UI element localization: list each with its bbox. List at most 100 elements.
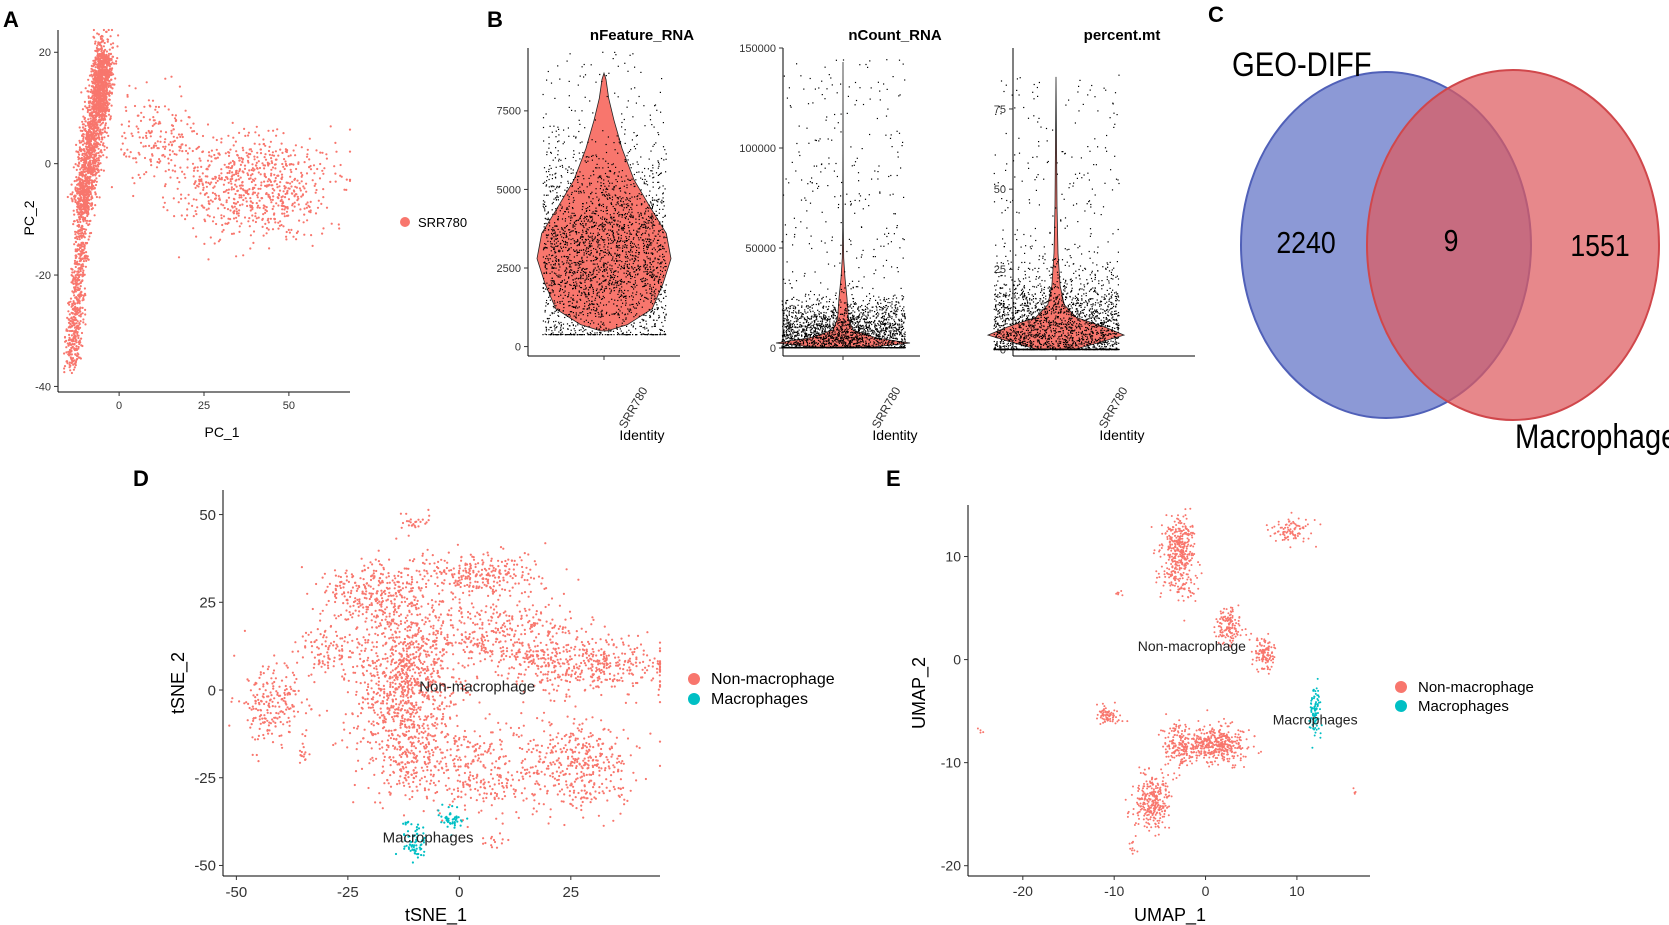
point [79, 243, 83, 246]
point [73, 288, 77, 292]
point [153, 175, 156, 178]
point [660, 281, 662, 284]
point [256, 167, 259, 170]
point [102, 52, 105, 55]
point [152, 146, 155, 149]
point [72, 223, 75, 226]
point [317, 199, 320, 202]
point [601, 323, 604, 325]
point [76, 332, 79, 335]
point [586, 186, 588, 188]
point [647, 245, 649, 247]
point [80, 190, 83, 193]
point [184, 176, 187, 179]
point [276, 128, 279, 131]
point [606, 266, 608, 268]
point [74, 265, 77, 269]
point [658, 231, 660, 233]
point [97, 97, 100, 100]
point [626, 244, 628, 247]
point [113, 83, 116, 86]
point [644, 201, 646, 203]
point [648, 194, 650, 196]
point [592, 170, 594, 172]
point [97, 76, 100, 79]
point [83, 236, 86, 239]
point [616, 324, 618, 326]
point [658, 314, 660, 317]
point [186, 158, 189, 161]
point [592, 309, 595, 311]
point [180, 214, 183, 217]
point [608, 301, 610, 303]
point [87, 131, 90, 134]
point [76, 320, 79, 323]
point [242, 149, 245, 152]
point [553, 264, 555, 266]
point [74, 353, 77, 356]
point [90, 183, 94, 186]
point [251, 167, 254, 170]
point [208, 215, 211, 218]
point [617, 223, 619, 226]
point [81, 126, 85, 129]
point [572, 156, 574, 158]
point [564, 316, 566, 319]
point [128, 120, 131, 123]
point [658, 134, 660, 136]
point [618, 256, 621, 258]
point [620, 176, 623, 178]
point [148, 144, 151, 147]
point [555, 259, 557, 262]
point [584, 96, 586, 98]
point [278, 189, 282, 192]
point [624, 159, 626, 161]
point [93, 61, 96, 65]
point [264, 222, 267, 225]
point [63, 352, 66, 355]
point [610, 242, 612, 244]
point [303, 187, 306, 190]
point [73, 243, 76, 246]
point [251, 214, 254, 217]
point [163, 141, 166, 144]
point [69, 356, 72, 359]
point [70, 353, 73, 356]
point [227, 188, 230, 191]
point [297, 162, 300, 165]
point [321, 151, 324, 154]
point [558, 331, 560, 333]
point [68, 329, 72, 333]
point [85, 202, 88, 205]
point [254, 131, 257, 134]
point [123, 152, 126, 155]
point [95, 71, 98, 75]
point [271, 228, 275, 231]
point [248, 188, 251, 191]
point [92, 117, 95, 120]
point [88, 235, 91, 238]
point [631, 204, 633, 206]
point [84, 87, 87, 90]
point [71, 338, 74, 341]
point [102, 169, 105, 172]
point [622, 240, 624, 242]
point [545, 213, 548, 215]
point [300, 171, 303, 174]
point [621, 126, 623, 128]
point [133, 182, 136, 185]
point [646, 243, 649, 246]
point [73, 213, 76, 216]
point [315, 149, 318, 152]
point [592, 288, 594, 291]
point [655, 275, 657, 277]
point [615, 311, 617, 313]
point [645, 241, 648, 243]
point [612, 330, 615, 332]
point [105, 50, 108, 53]
point [87, 100, 91, 103]
point [560, 285, 562, 287]
point [621, 214, 624, 216]
point [69, 323, 72, 326]
point [631, 216, 633, 218]
